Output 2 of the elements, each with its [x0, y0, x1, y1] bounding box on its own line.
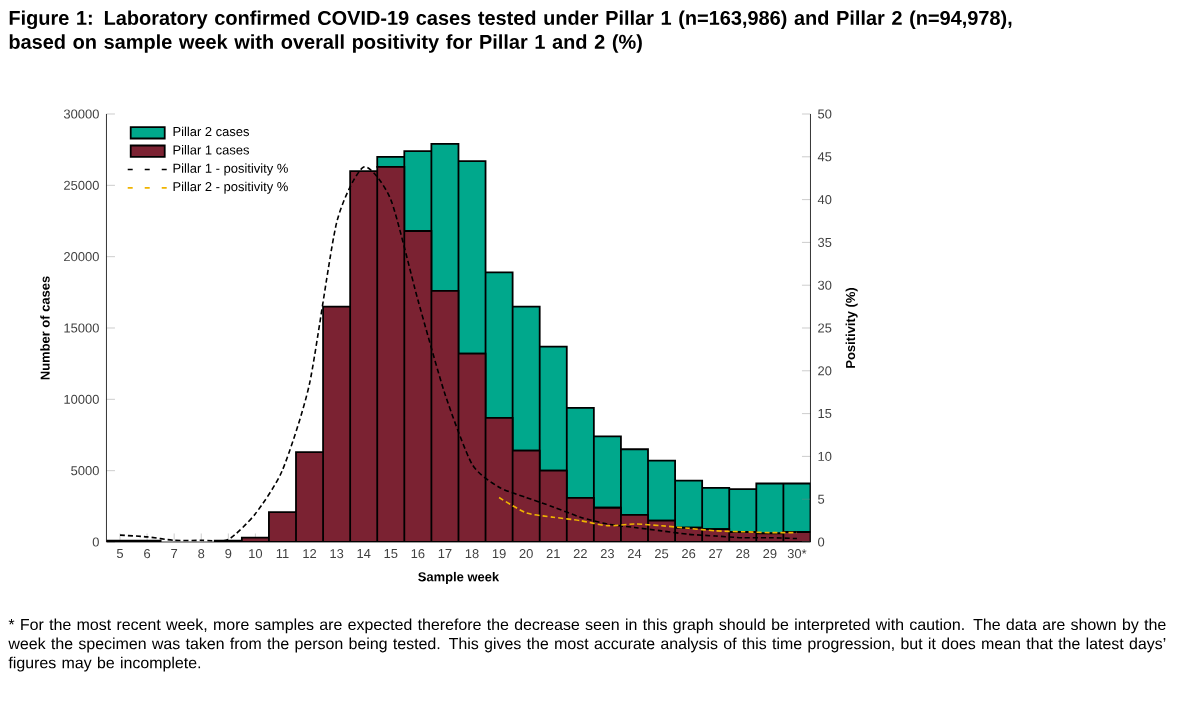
line-series: [498, 496, 798, 534]
chart-title: Figure 1: Laboratory confirmed COVID-19 cases tested under Pillar 1 (n=163,986) and Pillar 2 (n=94,978), based on sample week with overall positivity for Pillar 1 and 2 (%): [9, 10, 1012, 53]
